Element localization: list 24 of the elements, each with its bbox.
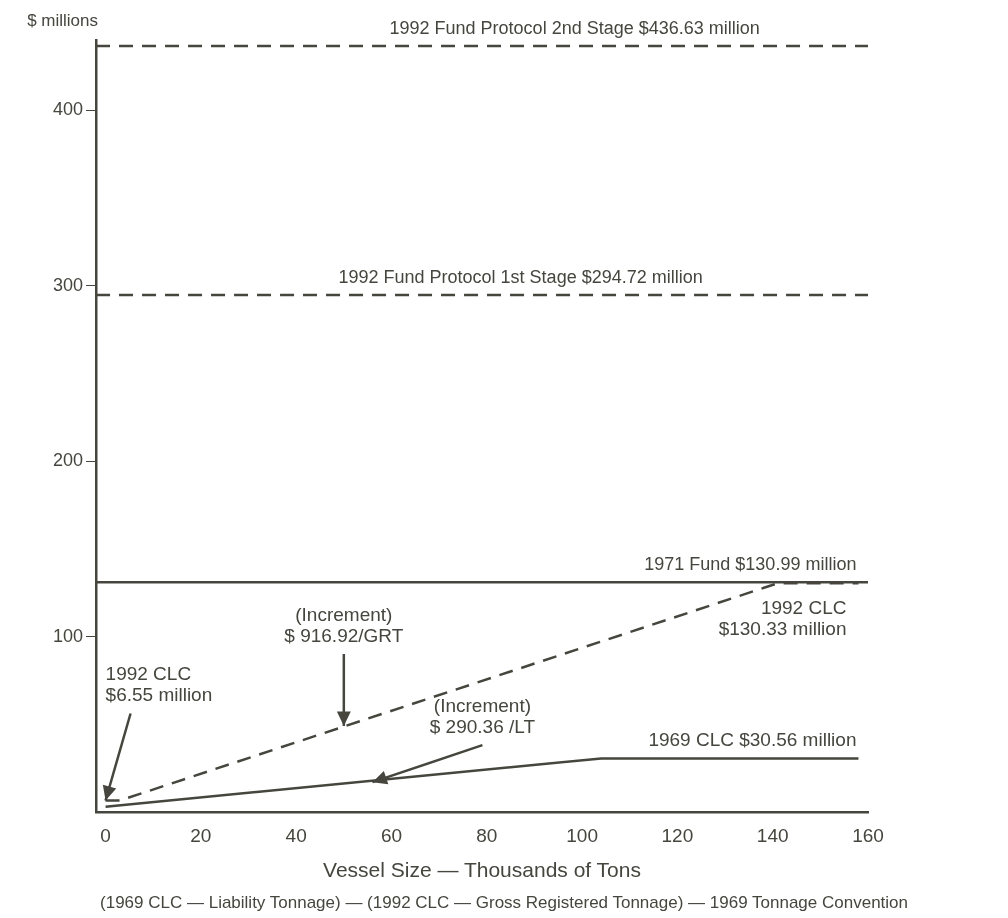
annotation: (Increment) $ 916.92/GRT [284, 603, 404, 646]
x-tick-label: 40 [285, 824, 307, 846]
annotation: 1969 CLC $30.56 million [648, 729, 857, 751]
x-axis-title: Vessel Size — Thousands of Tons [323, 858, 641, 882]
annotation: 1992 CLC $130.33 million [718, 597, 847, 640]
ref-line-label: 1992 Fund Protocol 1st Stage $294.72 million [338, 266, 703, 287]
x-tick-label: 0 [100, 824, 111, 846]
text: (1969 CLC — Liability Tonnage) — (1992 CLC — Gross Registered Tonnage) — 1969 Tonnage Convention [100, 893, 908, 913]
x-tick-label: 140 [756, 824, 789, 846]
y-tick-label: 200 [52, 450, 84, 471]
ref-line-label: 1971 Fund $130.99 million [644, 554, 857, 575]
annotation: (Increment) $ 290.36 /LT [429, 694, 536, 737]
y-tick-label: 400 [52, 99, 84, 120]
x-tick-label: 20 [190, 824, 212, 846]
ref-line-label: 1992 Fund Protocol 2nd Stage $436.63 million [389, 17, 760, 38]
x-tick-label: 80 [476, 824, 498, 846]
y-tick-label: 100 [52, 625, 84, 646]
x-tick-label: 160 [852, 824, 884, 846]
y-axis-title: $ millions [27, 11, 99, 31]
annotation: 1992 CLC $6.55 million [105, 663, 213, 706]
y-tick-label: 300 [52, 274, 84, 295]
x-tick-label: 60 [380, 824, 403, 846]
x-tick-label: 120 [661, 824, 694, 846]
x-tick-label: 100 [566, 824, 598, 846]
